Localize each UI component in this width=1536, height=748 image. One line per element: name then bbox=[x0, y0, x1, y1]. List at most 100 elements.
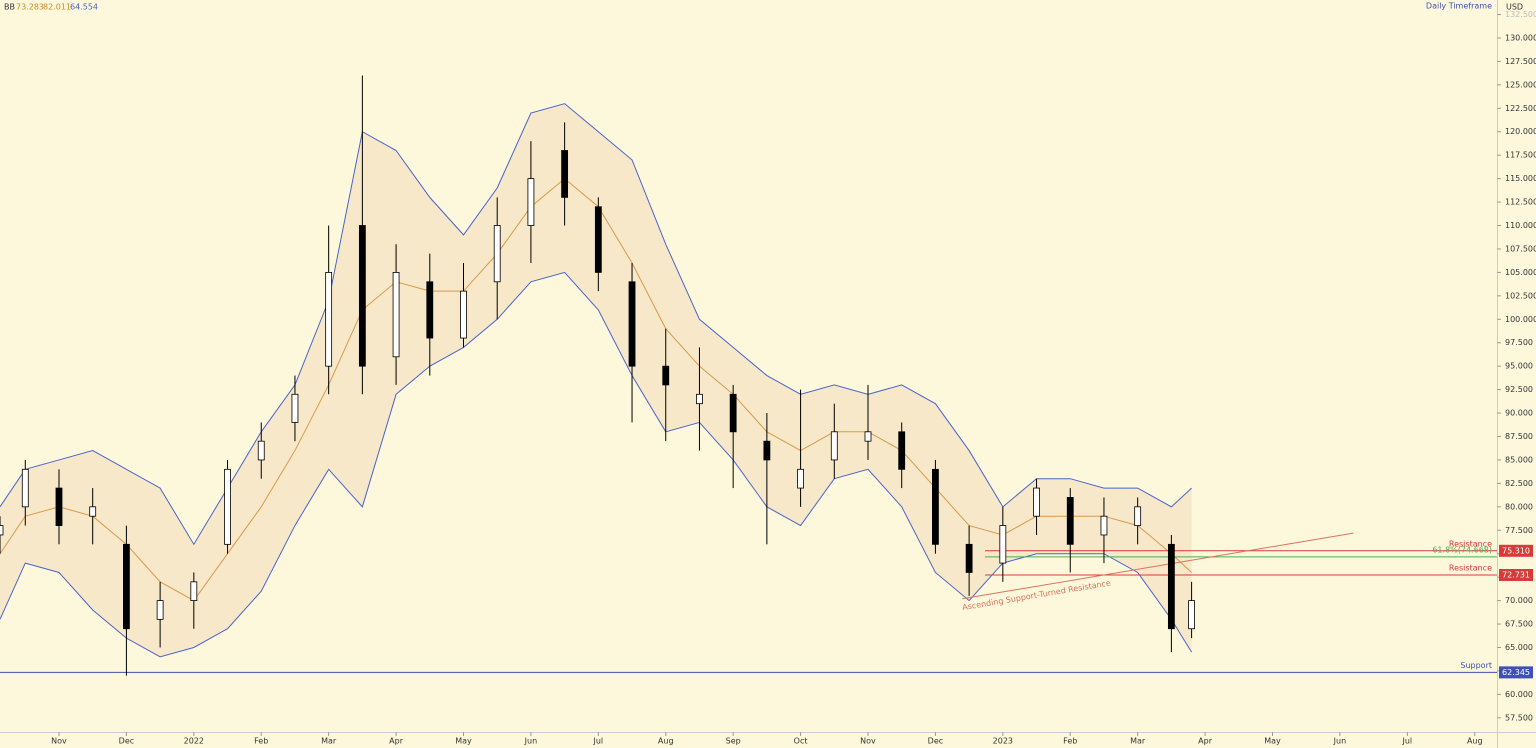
y-tick-label: 125.000 bbox=[1505, 80, 1536, 89]
legend-name: BB bbox=[4, 3, 15, 12]
price-tag bbox=[1499, 568, 1533, 581]
level-label: Resistance bbox=[1449, 563, 1492, 572]
candle-body bbox=[156, 600, 164, 620]
x-tick-label: May bbox=[455, 737, 472, 746]
legend-value: 64.554 bbox=[70, 3, 98, 12]
y-tick-label: 85.000 bbox=[1505, 455, 1533, 464]
x-tick-label: Jul bbox=[1402, 737, 1413, 746]
x-tick-label: 2023 bbox=[993, 737, 1013, 746]
y-tick-label: 80.000 bbox=[1505, 502, 1533, 511]
y-tick-label: 122.500 bbox=[1505, 104, 1536, 113]
x-tick-label: Mar bbox=[1130, 737, 1146, 746]
x-tick-label: Nov bbox=[51, 737, 67, 746]
candle-body bbox=[594, 206, 602, 273]
y-tick-label: 105.000 bbox=[1505, 268, 1536, 277]
candle-body bbox=[190, 581, 198, 601]
level-label: Resistance bbox=[1449, 539, 1492, 548]
x-tick-label: Mar bbox=[321, 737, 337, 746]
trendline bbox=[962, 532, 1354, 600]
legend-value: 73.283 bbox=[16, 3, 44, 12]
y-tick-label: 127.500 bbox=[1505, 57, 1536, 66]
y-tick-label: 95.000 bbox=[1505, 362, 1533, 371]
candle-body bbox=[1188, 600, 1195, 630]
candle-body bbox=[21, 468, 29, 508]
candle-body bbox=[55, 487, 63, 526]
candle-body bbox=[864, 431, 872, 442]
candle-body bbox=[932, 468, 939, 545]
y-tick-label: 117.500 bbox=[1505, 151, 1536, 160]
candle-body bbox=[830, 431, 838, 461]
y-tick-label: 102.500 bbox=[1505, 291, 1536, 300]
x-tick-label: Oct bbox=[794, 737, 808, 746]
candle-body bbox=[358, 225, 366, 367]
level-label: 61.8%(74.668) bbox=[1432, 545, 1492, 554]
y-tick-label: 132.500 bbox=[1505, 10, 1536, 19]
x-tick-label: Apr bbox=[389, 737, 404, 746]
candle-body bbox=[1033, 487, 1040, 517]
candle-body bbox=[0, 525, 4, 536]
candle-body bbox=[999, 525, 1007, 564]
candle-body bbox=[493, 225, 501, 283]
y-tick-label: 120.000 bbox=[1505, 127, 1536, 136]
candle-body bbox=[561, 150, 569, 198]
y-tick-label: 90.000 bbox=[1505, 409, 1533, 418]
timeframe: Daily Timeframe bbox=[1426, 2, 1492, 11]
y-tick-label: 60.000 bbox=[1505, 690, 1533, 699]
band-fill bbox=[0, 103, 1192, 657]
level-label: Support bbox=[1460, 661, 1492, 670]
x-tick-label: 2022 bbox=[184, 737, 204, 746]
currency: USD bbox=[1506, 3, 1523, 12]
price-tag-label: 72.731 bbox=[1502, 570, 1530, 579]
y-tick-label: 87.500 bbox=[1505, 432, 1533, 441]
x-tick-label: Apr bbox=[1198, 737, 1213, 746]
y-tick-label: 92.500 bbox=[1505, 385, 1533, 394]
price-tag bbox=[1499, 544, 1533, 557]
x-tick-label: May bbox=[1264, 737, 1281, 746]
x-tick-label: Aug bbox=[1467, 737, 1483, 746]
y-tick-label: 100.000 bbox=[1505, 315, 1536, 324]
x-tick-label: Aug bbox=[658, 737, 674, 746]
x-tick-label: Dec bbox=[119, 737, 134, 746]
y-tick-label: 107.500 bbox=[1505, 244, 1536, 253]
candle-body bbox=[763, 440, 771, 461]
legend-value: 82.011 bbox=[43, 3, 71, 12]
candle-body bbox=[1066, 497, 1074, 545]
x-tick-label: Sep bbox=[726, 737, 741, 746]
y-tick-label: 97.500 bbox=[1505, 338, 1533, 347]
candle-body bbox=[1134, 506, 1142, 526]
candle-body bbox=[123, 543, 130, 630]
x-tick-label: Feb bbox=[1063, 737, 1077, 746]
candle-body bbox=[460, 290, 467, 339]
candle-body bbox=[628, 281, 636, 367]
y-tick-label: 115.000 bbox=[1505, 174, 1536, 183]
candle-body bbox=[898, 431, 906, 470]
candle-body bbox=[696, 393, 703, 405]
candle-body bbox=[392, 272, 400, 358]
y-tick-label: 82.500 bbox=[1505, 479, 1533, 488]
candle-body bbox=[1100, 515, 1108, 536]
y-tick-label: 110.000 bbox=[1505, 221, 1536, 230]
candle-body bbox=[965, 543, 973, 573]
y-tick-label: 112.500 bbox=[1505, 198, 1536, 207]
candle-body bbox=[797, 468, 804, 489]
price-tag bbox=[1499, 666, 1533, 679]
candle-body bbox=[89, 506, 97, 517]
y-tick-label: 77.500 bbox=[1505, 526, 1533, 535]
y-tick-label: 67.500 bbox=[1505, 620, 1533, 629]
candle-body bbox=[1167, 543, 1175, 630]
x-tick-label: Jul bbox=[592, 737, 603, 746]
price-tag-label: 75.310 bbox=[1502, 546, 1530, 555]
candle-body bbox=[729, 393, 737, 433]
y-tick-label: 130.000 bbox=[1505, 33, 1536, 42]
y-tick-label: 57.500 bbox=[1505, 713, 1533, 722]
x-tick-label: Dec bbox=[928, 737, 943, 746]
candle-body bbox=[224, 468, 231, 545]
x-tick-label: Feb bbox=[254, 737, 268, 746]
x-tick-label: Jun bbox=[1333, 737, 1347, 746]
x-tick-label: Nov bbox=[860, 737, 876, 746]
x-tick-label: Jun bbox=[524, 737, 538, 746]
y-tick-label: 65.000 bbox=[1505, 643, 1533, 652]
